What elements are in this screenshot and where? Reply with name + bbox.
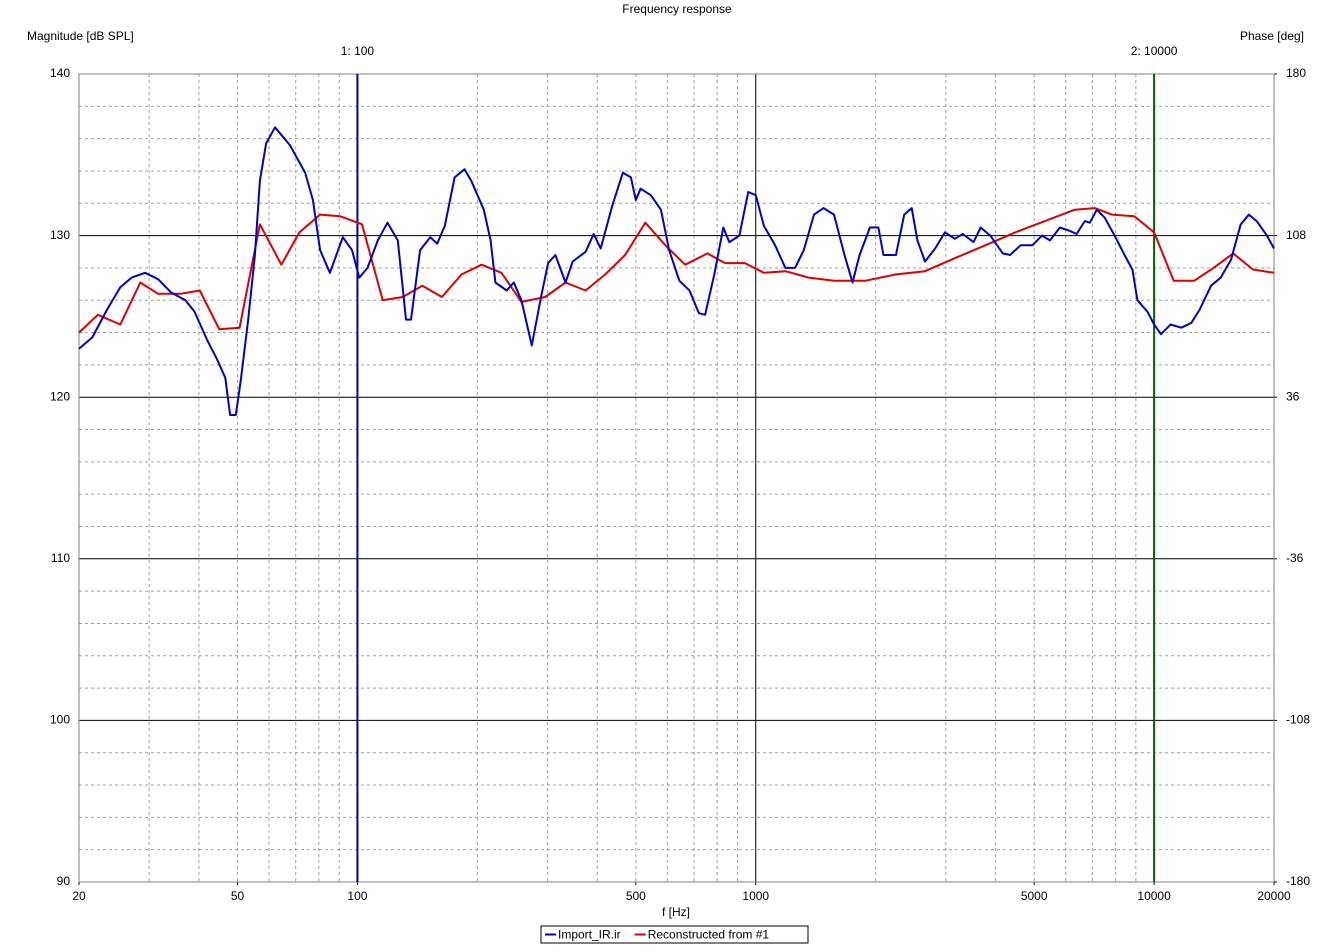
x-tick-label: 20000 bbox=[1257, 889, 1291, 903]
x-tick-label: 5000 bbox=[1021, 889, 1048, 903]
y-tick-label: 130 bbox=[50, 228, 70, 242]
x-tick-label: 20 bbox=[72, 889, 86, 903]
legend-label: Reconstructed from #1 bbox=[648, 928, 770, 942]
x-tick-label: 50 bbox=[231, 889, 245, 903]
y2-tick-label: -180 bbox=[1286, 874, 1310, 888]
y2-tick-label: -36 bbox=[1286, 551, 1304, 565]
y-tick-label: 110 bbox=[51, 551, 70, 565]
y2-tick-label: 36 bbox=[1286, 389, 1300, 403]
y-tick-label: 90 bbox=[57, 874, 71, 888]
y2-tick-label: 180 bbox=[1286, 66, 1306, 80]
marker-label: 1: 100 bbox=[341, 44, 375, 58]
y2-tick-label: -108 bbox=[1286, 713, 1310, 727]
chart-title: Frequency response bbox=[622, 2, 732, 16]
y-axis-label: Magnitude [dB SPL] bbox=[27, 29, 134, 43]
y-tick-label: 100 bbox=[50, 713, 70, 727]
x-tick-label: 10000 bbox=[1137, 889, 1171, 903]
legend-box bbox=[540, 925, 809, 944]
y-tick-label: 120 bbox=[50, 389, 70, 403]
legend: Import_IR.ir Reconstructed from #1 bbox=[540, 925, 809, 944]
x-tick-label: 1000 bbox=[742, 889, 769, 903]
plot-frame bbox=[78, 73, 1275, 883]
plot-area bbox=[78, 73, 1275, 883]
legend-label: Import_IR.ir bbox=[558, 928, 621, 942]
y-tick-label: 140 bbox=[50, 66, 70, 80]
y2-axis-label: Phase [deg] bbox=[1240, 29, 1304, 43]
x-tick-label: 100 bbox=[347, 889, 367, 903]
series-line bbox=[78, 126, 1275, 416]
x-axis-label: f [Hz] bbox=[662, 905, 690, 919]
y2-tick-label: 108 bbox=[1286, 228, 1306, 242]
marker-label: 2: 10000 bbox=[1131, 44, 1178, 58]
x-tick-label: 500 bbox=[626, 889, 646, 903]
series-line bbox=[78, 207, 1275, 334]
